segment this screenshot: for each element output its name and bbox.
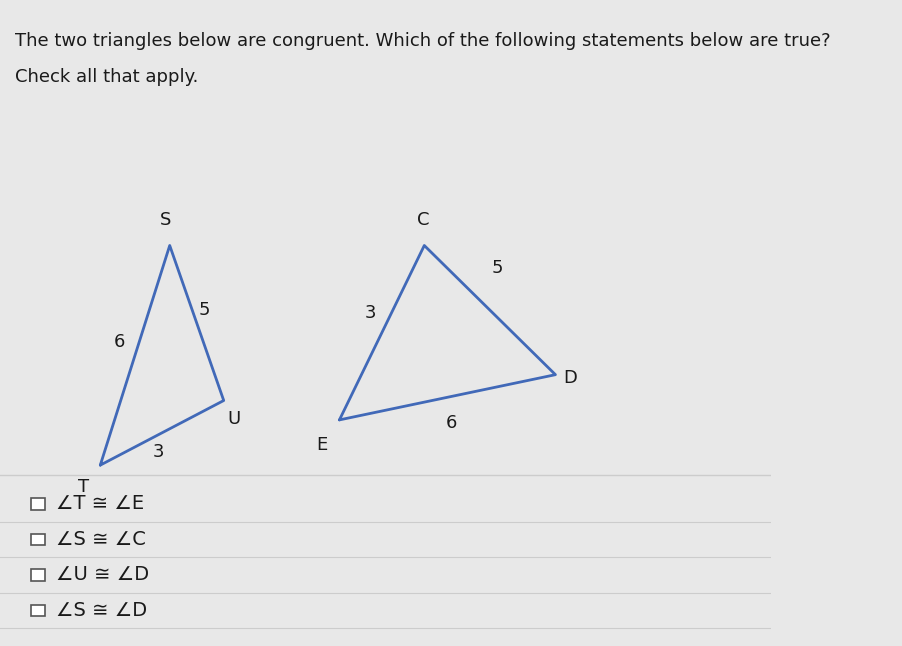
FancyBboxPatch shape — [31, 569, 45, 581]
FancyBboxPatch shape — [31, 605, 45, 616]
Text: D: D — [563, 369, 577, 387]
Text: 3: 3 — [364, 304, 376, 322]
FancyBboxPatch shape — [31, 534, 45, 545]
Text: ∠T ≅ ∠E: ∠T ≅ ∠E — [56, 494, 144, 514]
Text: 5: 5 — [492, 259, 503, 277]
Text: 6: 6 — [114, 333, 125, 351]
Text: E: E — [317, 436, 327, 454]
Text: 5: 5 — [198, 301, 210, 319]
Text: ∠S ≅ ∠D: ∠S ≅ ∠D — [56, 601, 147, 620]
Text: 6: 6 — [446, 414, 457, 432]
Text: U: U — [227, 410, 241, 428]
Text: ∠S ≅ ∠C: ∠S ≅ ∠C — [56, 530, 146, 549]
Text: The two triangles below are congruent. Which of the following statements below a: The two triangles below are congruent. W… — [15, 32, 831, 50]
Text: T: T — [78, 478, 88, 496]
FancyBboxPatch shape — [31, 498, 45, 510]
Text: ∠U ≅ ∠D: ∠U ≅ ∠D — [56, 565, 150, 585]
Text: Check all that apply.: Check all that apply. — [15, 68, 198, 86]
Text: C: C — [417, 211, 429, 229]
Text: 3: 3 — [152, 443, 164, 461]
Text: S: S — [161, 211, 171, 229]
